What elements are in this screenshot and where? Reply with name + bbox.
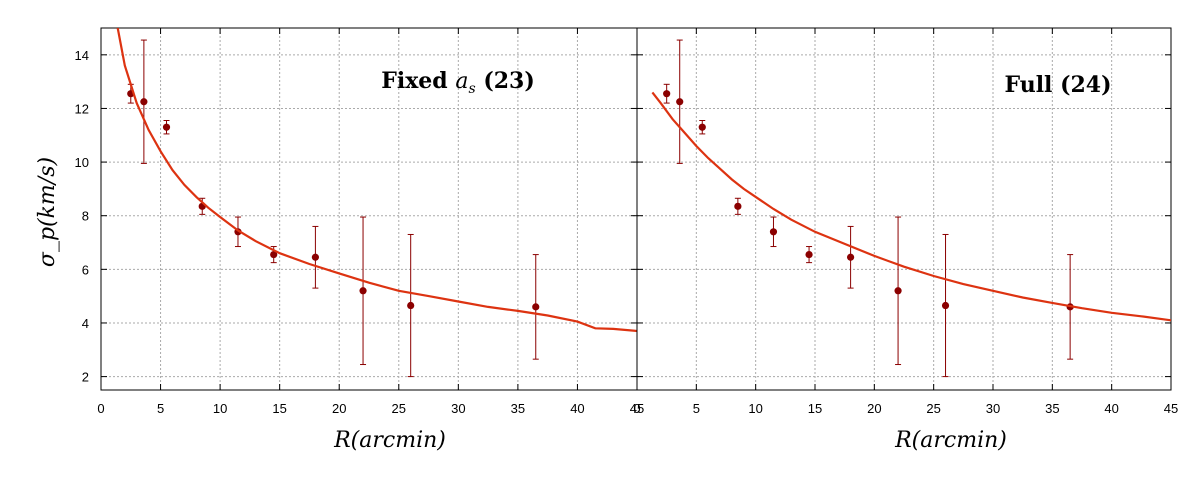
y-tick-label: 14 <box>75 48 89 63</box>
x-tick-label: 20 <box>867 401 881 416</box>
model-curve <box>651 91 1171 322</box>
panel-title: Full (24) <box>1004 72 1111 98</box>
x-tick-label: 20 <box>332 401 346 416</box>
data-point <box>805 250 813 259</box>
x-tick-label: 35 <box>511 401 525 416</box>
data-point <box>941 301 950 310</box>
data-point <box>140 98 148 106</box>
data-point <box>734 202 742 210</box>
x-tick-label: 30 <box>451 401 465 416</box>
x-tick-label: 10 <box>748 401 762 416</box>
x-tick-label: 5 <box>157 401 164 416</box>
data-point <box>311 253 319 261</box>
x-tick-label: 25 <box>392 401 406 416</box>
x-tick-label: 5 <box>693 401 700 416</box>
data-point <box>407 301 415 310</box>
data-point <box>847 253 855 261</box>
x-tick-label: 40 <box>570 401 584 416</box>
panel-title: Fixed as (23) <box>381 68 535 97</box>
panel-fixed-as: 0 5 10 15 20 25 30 35 40 45 2 4 6 8 10 12 14 Fixed as (23… <box>75 27 644 416</box>
y-tick-label: 8 <box>82 209 89 224</box>
data-point <box>676 98 684 106</box>
x-tick-label: 35 <box>1045 401 1059 416</box>
x-tick-label: 40 <box>1104 401 1118 416</box>
data-point <box>162 123 171 131</box>
data-point <box>532 303 540 311</box>
data-point <box>359 287 367 295</box>
data-point <box>894 287 902 295</box>
panel-full: 0 5 10 15 20 25 30 35 40 45 Full (24) <box>633 27 1178 416</box>
x-tick-label: 25 <box>926 401 940 416</box>
y-tick-label: 10 <box>75 155 89 170</box>
data-point <box>270 250 278 259</box>
x-axis-label-right: R(arcmin) <box>894 428 1007 453</box>
x-axis-label-left: R(arcmin) <box>333 428 446 453</box>
data-point <box>769 228 778 236</box>
x-tick-label: 15 <box>272 401 286 416</box>
x-tick-label: 0 <box>97 401 104 416</box>
y-axis-label: σ_p(km/s) <box>35 157 60 267</box>
x-tick-label: 15 <box>808 401 822 416</box>
data-point <box>663 90 671 98</box>
x-tick-label: 0 <box>633 401 640 416</box>
x-tick-label: 45 <box>630 401 644 416</box>
x-tick-label: 10 <box>213 401 227 416</box>
plot-frame <box>100 27 638 391</box>
model-curve <box>116 28 637 333</box>
plot-frame <box>636 27 1172 391</box>
y-tick-label: 4 <box>82 316 89 331</box>
y-tick-label: 2 <box>82 370 89 385</box>
data-point <box>698 123 706 131</box>
y-tick-label: 6 <box>82 262 89 277</box>
y-tick-label: 12 <box>75 101 89 116</box>
x-tick-label: 30 <box>986 401 1000 416</box>
x-tick-label: 45 <box>1164 401 1178 416</box>
